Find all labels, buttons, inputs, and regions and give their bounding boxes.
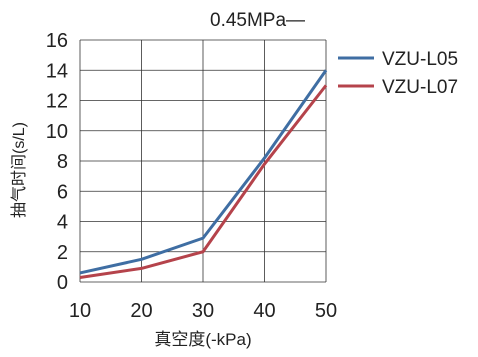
legend: VZU-L05 VZU-L07 [338,49,458,98]
x-tick-label: 50 [315,300,337,322]
y-tick-label: 10 [46,121,68,143]
y-tick-label: 0 [57,272,68,294]
x-tick-label: 20 [130,300,152,322]
y-tick-label: 12 [46,91,68,113]
y-tick-label: 2 [57,242,68,264]
y-tick-label: 6 [57,181,68,203]
y-tick-label: 16 [46,30,68,52]
pressure-annotation: 0.45MPa— [210,10,305,31]
y-tick-label: 14 [46,60,68,82]
x-tick-label: 10 [69,300,91,322]
legend-label: VZU-L05 [382,49,458,70]
legend-label: VZU-L07 [382,77,458,98]
x-tick-label: 30 [192,300,214,322]
x-tick-label: 40 [253,300,275,322]
y-axis-label: 抽气时间(s/L) [10,122,28,218]
y-tick-label: 4 [57,212,68,234]
grid [80,40,326,282]
y-tick-label: 8 [57,151,68,173]
x-axis-label: 真空度(-kPa) [154,330,251,349]
axes: 0 2 4 6 8 10 12 14 16 10 20 30 40 50 [46,30,337,322]
